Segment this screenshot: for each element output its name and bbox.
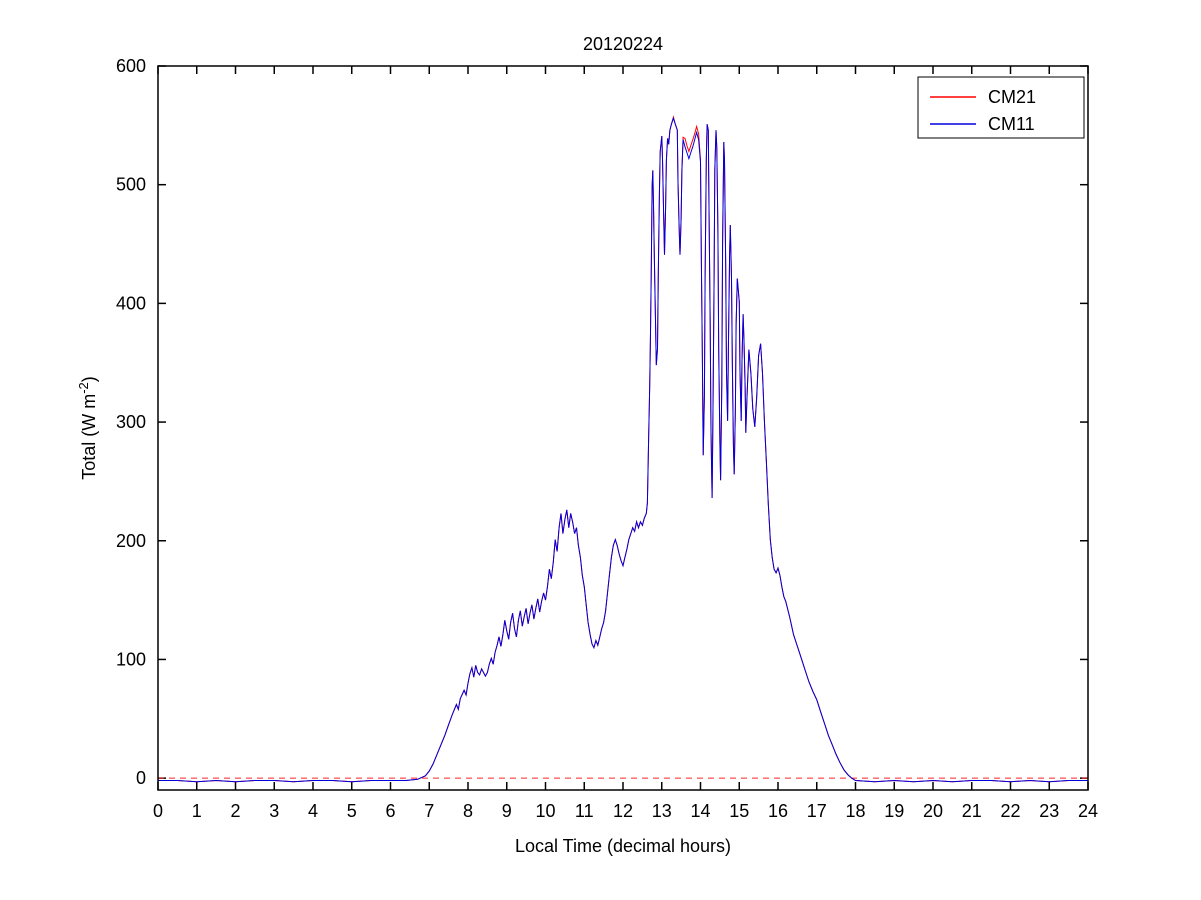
legend-label-cm21: CM21	[988, 87, 1036, 107]
y-axis-label-suffix: )	[79, 376, 99, 382]
axis-ticks: 0 1 2 3 4 5 6 7 8 9 10 11 12 13 14 15 16 17 18 19 20 21 22 23 24…	[116, 56, 1098, 821]
x-tick-label: 23	[1039, 801, 1059, 821]
x-tick-label: 11	[575, 801, 594, 821]
x-tick-label: 10	[535, 801, 555, 821]
series-lines	[158, 115, 1088, 783]
x-tick-label: 4	[308, 801, 318, 821]
x-tick-label: 24	[1078, 801, 1098, 821]
x-axis-label: Local Time (decimal hours)	[515, 836, 731, 856]
x-tick-label: 21	[962, 801, 982, 821]
x-tick-label: 8	[463, 801, 473, 821]
legend-label-cm11: CM11	[988, 114, 1035, 134]
y-axis-label-prefix: Total (W m	[79, 394, 99, 480]
x-tick-label: 15	[729, 801, 749, 821]
y-tick-label: 0	[136, 768, 146, 788]
x-tick-label: 20	[923, 801, 943, 821]
y-tick-label: 600	[116, 56, 146, 76]
y-tick-label: 500	[116, 175, 146, 195]
x-tick-label: 1	[192, 801, 202, 821]
y-tick-label: 100	[116, 649, 146, 669]
x-tick-label: 7	[424, 801, 434, 821]
legend-box	[917, 76, 1085, 139]
x-tick-label: 9	[502, 801, 512, 821]
series-line-cm21	[158, 115, 1088, 783]
x-tick-label: 13	[652, 801, 672, 821]
x-tick-label: 17	[807, 801, 827, 821]
y-tick-label: 300	[116, 412, 146, 432]
plot-border	[157, 65, 1089, 791]
x-tick-label: 16	[768, 801, 788, 821]
x-tick-label: 22	[1000, 801, 1020, 821]
legend: CM21 CM11	[917, 76, 1085, 139]
x-tick-label: 19	[884, 801, 904, 821]
y-tick-label: 200	[116, 531, 146, 551]
x-tick-label: 14	[690, 801, 710, 821]
x-tick-label: 18	[845, 801, 865, 821]
y-tick-label: 400	[116, 293, 146, 313]
series-line-cm11	[158, 116, 1088, 783]
x-tick-label: 6	[385, 801, 395, 821]
x-tick-label: 3	[269, 801, 279, 821]
y-axis-label: Total (W m-2)	[76, 376, 99, 480]
x-tick-label: 0	[153, 801, 163, 821]
chart-title: 20120224	[583, 34, 663, 54]
x-tick-label: 12	[613, 801, 633, 821]
x-tick-label: 5	[347, 801, 357, 821]
y-axis-label-superscript: -2	[76, 382, 91, 394]
x-tick-label: 2	[230, 801, 240, 821]
